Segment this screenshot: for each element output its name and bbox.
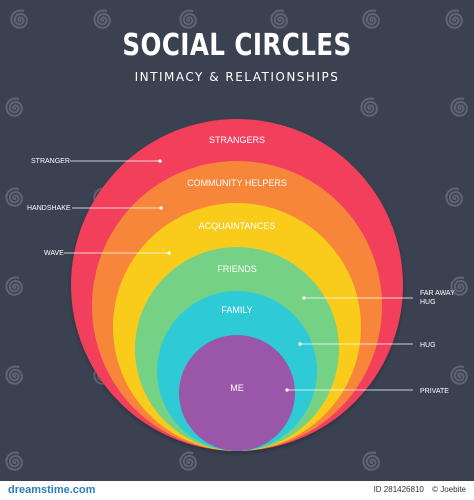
watermark-spiral-icon bbox=[445, 9, 463, 29]
watermark-spiral-icon bbox=[445, 187, 463, 207]
right-label-far-away-hug-line1: FAR AWAY bbox=[420, 290, 455, 297]
footer-id: ID 281426810 © Joebite bbox=[368, 485, 466, 494]
leader-dot-far-away-hug bbox=[302, 296, 306, 300]
footer-id-number: ID 281426810 bbox=[373, 485, 424, 494]
footer-logo: dreamstime.com bbox=[8, 484, 96, 496]
left-label-wave: WAVE bbox=[44, 250, 64, 257]
footer-author: © Joebite bbox=[432, 485, 466, 494]
page-title: SOCIAL CIRCLES bbox=[122, 28, 352, 63]
leader-dot-wave bbox=[167, 251, 171, 255]
watermark-spiral-icon bbox=[5, 276, 23, 296]
watermark-spiral-icon bbox=[179, 9, 197, 29]
right-label-far-away-hug-line2: HUG bbox=[420, 299, 436, 306]
watermark-spiral-icon bbox=[362, 9, 380, 29]
watermark-spiral-icon bbox=[179, 451, 197, 471]
watermark-spiral-icon bbox=[5, 187, 23, 207]
watermark-spiral-icon bbox=[450, 97, 468, 117]
watermark-spiral-icon bbox=[5, 97, 23, 117]
watermark-spiral-icon bbox=[360, 97, 378, 117]
watermark-spiral-icon bbox=[10, 9, 28, 29]
social-circles-diagram: STRANGERS COMMUNITY HELPERS ACQUAINTANCE… bbox=[5, 9, 468, 471]
circle-me bbox=[179, 335, 295, 451]
stock-footer: dreamstime.com ID 281426810 © Joebite bbox=[0, 481, 474, 500]
ring-label-family: FAMILY bbox=[221, 305, 252, 315]
left-label-handshake: HANDSHAKE bbox=[27, 205, 71, 212]
watermark-spiral-icon bbox=[5, 365, 23, 385]
watermark-spiral-icon bbox=[5, 451, 23, 471]
watermark-spiral-icon bbox=[450, 276, 468, 296]
ring-label-community-helpers: COMMUNITY HELPERS bbox=[187, 178, 287, 188]
ring-label-acquaintances: ACQUAINTANCES bbox=[199, 221, 276, 231]
page-subtitle: INTIMACY & RELATIONSHIPS bbox=[134, 70, 340, 84]
watermark-spiral-icon bbox=[270, 9, 288, 29]
left-label-stranger: STRANGER bbox=[31, 158, 70, 165]
watermark-spiral-icon bbox=[93, 9, 111, 29]
watermark-spiral-icon bbox=[362, 451, 380, 471]
watermark-spiral-icon bbox=[450, 365, 468, 385]
leader-dot-hug bbox=[298, 342, 302, 346]
leader-dot-private bbox=[285, 388, 289, 392]
leader-dot-handshake bbox=[159, 206, 163, 210]
ring-label-me: ME bbox=[230, 383, 244, 393]
ring-label-strangers: STRANGERS bbox=[209, 135, 265, 145]
leader-dot-stranger bbox=[158, 159, 162, 163]
ring-label-friends: FRIENDS bbox=[217, 264, 257, 274]
right-label-private: PRIVATE bbox=[420, 388, 449, 395]
right-label-hug: HUG bbox=[420, 342, 436, 349]
